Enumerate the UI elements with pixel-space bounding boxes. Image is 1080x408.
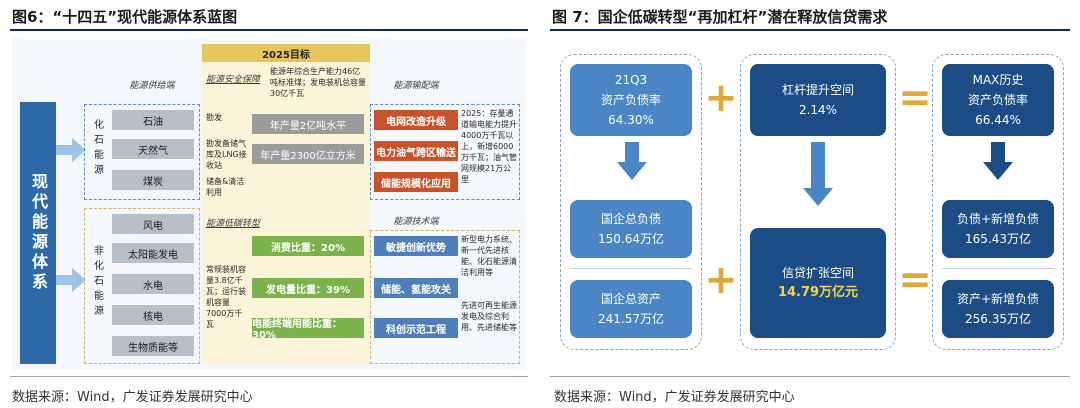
leverage-room-box: 杠杆提升空间 2.14%: [750, 64, 886, 136]
leverage-room-value: 2.14%: [798, 103, 838, 117]
nonfossil-label: 非化石能源: [94, 246, 104, 317]
transmit-item-grid: 电网改造升级: [374, 110, 458, 130]
right-title-rule: [550, 29, 1070, 31]
supply-item-nuclear: 核电: [112, 305, 194, 325]
green-bar-electric-share: 电能终端用能比重：30%: [252, 318, 364, 341]
group-left-outline: [560, 54, 702, 350]
plus-icon-2: +: [704, 257, 738, 303]
plus-icon: +: [704, 75, 738, 121]
modern-energy-system-label: 现代能源体系: [20, 102, 56, 364]
left-title-rule: [10, 29, 528, 31]
goal-2025-header: 2025目标: [202, 44, 370, 62]
equals-icon: =: [898, 75, 932, 121]
security-side-1: 勘发: [206, 113, 222, 122]
credit-expansion-box: 信贷扩张空间 14.79万亿元: [750, 228, 886, 338]
supply-item-gas: 天然气: [112, 139, 194, 159]
security-note: 能源年综合生产能力46亿吨标准煤；发电装机总容量30亿千瓦: [270, 67, 366, 98]
fossil-label: 化石能源: [94, 120, 104, 176]
goal-2025-panel: [202, 62, 370, 364]
assets-plus-new-box: 资产+新增负债 256.35万亿: [942, 280, 1054, 338]
current-debt-ratio-box: 21Q3 资产负债率 64.30%: [570, 64, 692, 136]
soe-total-debt-box: 国企总负债 150.64万亿: [570, 200, 692, 258]
current-debt-ratio-value: 64.30%: [608, 113, 654, 127]
assets-plus-new-label: 资产+新增负债: [956, 292, 1040, 306]
max-debt-ratio-prefix: MAX历史: [972, 73, 1024, 87]
fossil-group: [84, 104, 200, 200]
arrow-down-left-icon: [617, 142, 647, 180]
max-debt-ratio-value: 66.44%: [975, 113, 1021, 127]
supply-item-biomass: 生物质能等: [112, 336, 194, 356]
lowcarbon-side-note: 常规装机容量3.8亿千瓦；运行装机容量7000万千瓦: [206, 265, 246, 329]
right-source-rule: [550, 376, 1070, 377]
credit-expansion-value: 14.79万亿元: [777, 285, 859, 300]
left-source-rule: [10, 376, 528, 377]
debt-plus-new-box: 负债+新增负债 165.43万亿: [942, 200, 1054, 258]
assets-plus-new-value: 256.35万亿: [965, 312, 1031, 326]
left-source: 数据来源：Wind，广发证券发展研究中心: [12, 390, 253, 405]
current-debt-ratio-period: 21Q3: [614, 73, 648, 87]
tech-item-innovation: 敏捷创新优势: [374, 236, 458, 256]
security-side-2: 勘发备储气库及LNG接收站: [206, 139, 247, 170]
green-bar-consumption: 消费比重：20%: [252, 236, 364, 256]
max-debt-ratio-box: MAX历史 资产负债率 66.44%: [942, 64, 1054, 136]
left-figure-title: 图6：“十四五”现代能源体系蓝图: [12, 8, 238, 26]
leverage-room-label: 杠杆提升空间: [781, 83, 854, 97]
soe-total-debt-label: 国企总负债: [600, 212, 661, 226]
right-source: 数据来源：Wind，广发证券发展研究中心: [554, 390, 795, 405]
lowcarbon-header: 能源低碳转型: [205, 219, 260, 229]
security-header: 能源安全保障: [205, 75, 260, 85]
arrow-right-fossil-icon: [56, 138, 86, 162]
leverage-diagram: 21Q3 资产负债率 64.30% + 杠杆提升空间 2.14% = MAX历史…: [552, 38, 1068, 370]
soe-total-debt-value: 150.64万亿: [598, 232, 664, 246]
arrow-down-middle-icon: [803, 142, 833, 206]
nonfossil-group: [84, 208, 200, 364]
supply-item-hydro: 水电: [112, 274, 194, 294]
debt-plus-new-label: 负债+新增负债: [956, 212, 1040, 226]
transmit-note: 2025：存量通道输电能力提升4000万千瓦以上，新增6000万千瓦；油气管网规…: [461, 109, 517, 184]
oil-output-bar: 年产量2亿吨水平: [252, 114, 364, 134]
green-bar-generation: 发电量比重：39%: [252, 278, 364, 298]
soe-total-assets-label: 国企总资产: [600, 292, 661, 306]
supply-item-coal: 煤炭: [112, 170, 194, 190]
soe-total-assets-value: 241.57万亿: [598, 312, 664, 326]
left-separator: [570, 268, 692, 269]
arrow-down-right-icon: [983, 142, 1013, 180]
soe-total-assets-box: 国企总资产 241.57万亿: [570, 280, 692, 338]
tech-item-demo: 科创示范工程: [374, 318, 458, 338]
transmit-item-storage: 储能规模化应用: [374, 172, 458, 192]
supply-item-solar: 太阳能发电: [112, 243, 194, 263]
debt-plus-new-value: 165.43万亿: [965, 232, 1031, 246]
tech-note-1: 新型电力系统、新一代先进核能、化石能源清洁利用等: [461, 235, 517, 277]
supply-header: 能源供给端: [129, 81, 175, 91]
group-right-outline: [932, 54, 1064, 350]
right-separator: [942, 268, 1054, 269]
tech-group: [370, 230, 520, 364]
right-figure-title: 图 7：国企低碳转型“再加杠杆”潜在释放信贷需求: [552, 8, 888, 26]
current-debt-ratio-label: 资产负债率: [600, 93, 661, 107]
credit-expansion-label: 信贷扩张空间: [781, 266, 854, 280]
transmit-group: [370, 104, 520, 200]
transmit-header: 能源输配端: [393, 81, 439, 91]
tech-note-2: 先进可再生能源发电及综合利用、先进储能等: [461, 301, 517, 332]
equals-icon-2: =: [898, 257, 932, 303]
tech-header: 能源技术端: [393, 217, 439, 227]
energy-system-diagram: 现代能源体系 能源供给端 化石能源 石油 天然气 煤炭 非化石能源 风电 太阳能…: [12, 38, 526, 370]
supply-item-wind: 风电: [112, 214, 194, 234]
gas-output-bar: 年产量2300亿立方米: [252, 144, 364, 164]
arrow-right-nonfossil-icon: [56, 268, 86, 292]
transmit-item-cross-region: 电力油气跨区输送: [374, 141, 458, 161]
group-middle-outline: [740, 54, 896, 350]
tech-item-storage-hydrogen: 储能、氢能攻关: [374, 278, 458, 298]
supply-item-oil: 石油: [112, 110, 194, 130]
max-debt-ratio-label: 资产负债率: [967, 93, 1028, 107]
security-side-3: 储备&清洁利用: [206, 177, 245, 197]
